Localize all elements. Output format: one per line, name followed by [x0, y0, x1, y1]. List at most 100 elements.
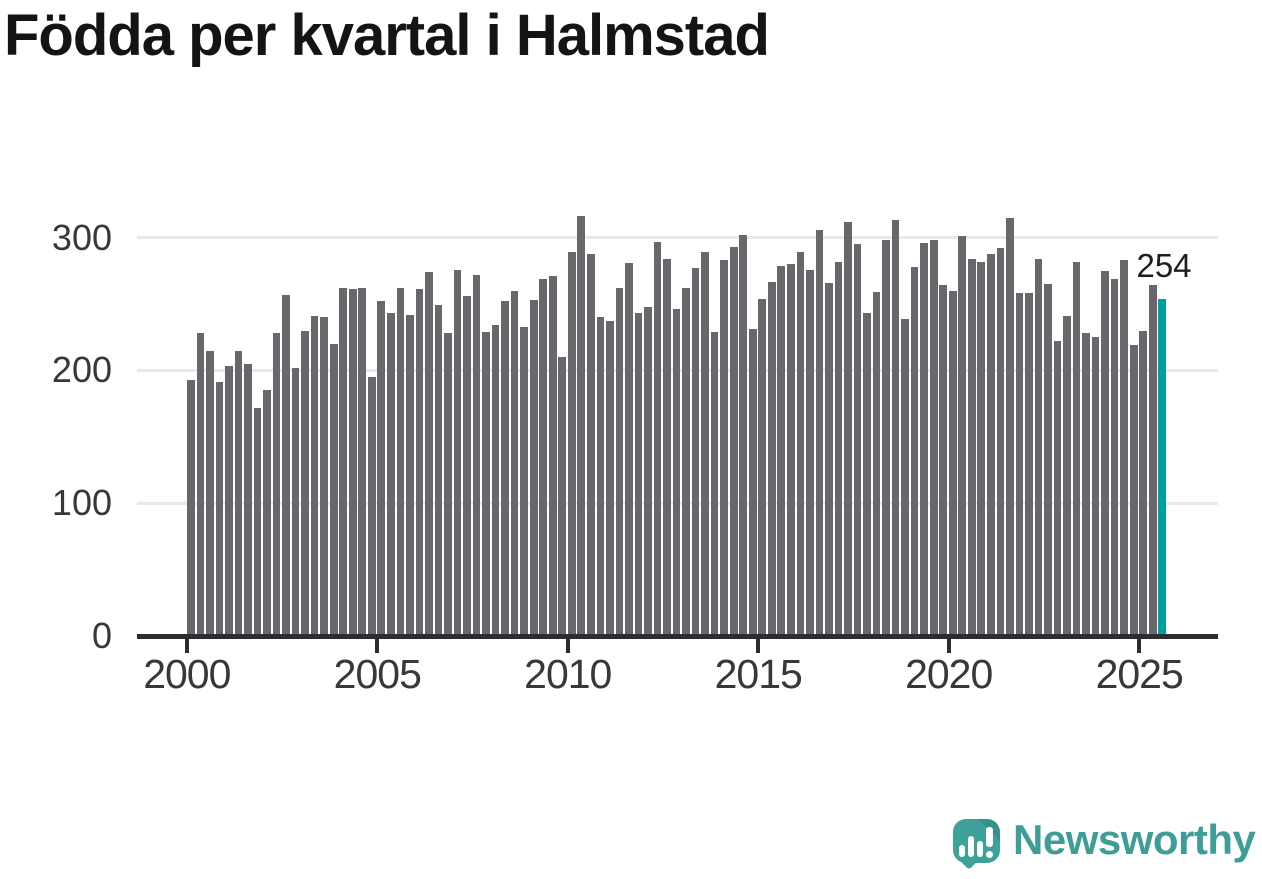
bar — [967, 259, 976, 636]
bar — [196, 333, 205, 636]
bar — [653, 242, 662, 636]
bar — [986, 254, 995, 636]
bar — [920, 243, 929, 636]
bar — [415, 289, 424, 636]
bar — [606, 321, 614, 636]
bar — [1101, 271, 1109, 636]
bar — [929, 240, 938, 636]
x-axis-line — [137, 634, 1218, 639]
bar — [215, 382, 224, 636]
bar — [1063, 316, 1071, 636]
chart-title: Födda per kvartal i Halmstad — [4, 3, 770, 68]
bar — [482, 332, 490, 636]
bar — [472, 275, 481, 636]
x-tick-mark — [565, 637, 570, 653]
x-tick-label: 2025 — [1095, 651, 1184, 697]
bar — [634, 313, 643, 636]
logo-exclamation-icon — [986, 827, 993, 847]
bar — [644, 307, 652, 636]
bar — [1025, 293, 1033, 636]
bar — [358, 288, 367, 636]
bar — [1139, 331, 1148, 636]
bar — [425, 272, 433, 636]
highlight-value-label: 254 — [1136, 247, 1192, 284]
y-tick-label: 0 — [91, 615, 112, 656]
bar — [910, 267, 919, 636]
bar — [586, 254, 595, 636]
bar — [577, 216, 586, 636]
bar — [253, 408, 262, 636]
bar — [615, 288, 624, 636]
bar — [558, 357, 567, 636]
bar — [1110, 279, 1119, 636]
bar — [996, 248, 1005, 636]
brand-name: Newsworthy — [1013, 816, 1256, 863]
bar — [663, 259, 671, 636]
x-tick-label: 2015 — [714, 651, 803, 697]
bar — [234, 351, 243, 636]
bar — [720, 260, 729, 636]
bar — [901, 319, 909, 636]
bar — [282, 295, 290, 636]
bar — [1034, 259, 1043, 636]
bar — [1006, 218, 1014, 636]
y-tick-label: 100 — [51, 482, 112, 524]
bar — [520, 327, 529, 636]
bar — [691, 268, 700, 636]
bar — [1129, 345, 1138, 636]
bar — [367, 377, 376, 636]
bar — [529, 300, 538, 636]
bar — [348, 289, 357, 636]
bar — [853, 244, 862, 636]
bar — [386, 313, 395, 636]
gridline-y300 — [137, 236, 1218, 240]
x-tick-mark — [375, 637, 380, 653]
bar — [539, 279, 548, 636]
bar — [434, 305, 443, 636]
bar — [672, 309, 681, 636]
bar — [1082, 333, 1090, 636]
bar — [739, 235, 748, 636]
bar — [1044, 284, 1052, 636]
bar — [491, 325, 500, 636]
logo-bar-icon — [968, 836, 974, 857]
x-tick-label: 2010 — [524, 651, 612, 697]
bar — [891, 220, 900, 636]
bar — [1072, 262, 1081, 636]
y-tick-label: 300 — [51, 216, 112, 258]
x-tick-label: 2005 — [333, 651, 422, 697]
bar — [786, 264, 795, 636]
bar — [244, 364, 252, 636]
bar — [1091, 337, 1100, 636]
bar — [758, 299, 767, 636]
bar — [872, 292, 881, 636]
x-tick-label: 2000 — [143, 651, 231, 697]
bar — [767, 282, 776, 636]
bar — [777, 266, 786, 636]
bar — [748, 329, 757, 636]
logo-bar-icon — [959, 845, 965, 857]
bar — [701, 252, 709, 636]
bar — [863, 313, 871, 636]
bar — [291, 368, 300, 636]
bar — [377, 301, 386, 636]
bar — [463, 296, 471, 636]
bar — [796, 252, 805, 636]
bar — [301, 331, 309, 636]
bar — [834, 262, 843, 636]
bar — [406, 315, 414, 636]
x-tick-mark — [756, 637, 761, 653]
bar — [548, 276, 557, 636]
x-tick-label: 2020 — [905, 651, 993, 697]
bar — [682, 288, 690, 636]
bar — [263, 390, 271, 636]
bar — [1120, 260, 1129, 636]
bar — [225, 366, 233, 636]
bar — [501, 301, 509, 636]
bar — [567, 252, 576, 636]
bar — [329, 344, 338, 636]
bar — [1148, 285, 1157, 636]
bar — [977, 262, 986, 636]
bar — [453, 270, 462, 636]
